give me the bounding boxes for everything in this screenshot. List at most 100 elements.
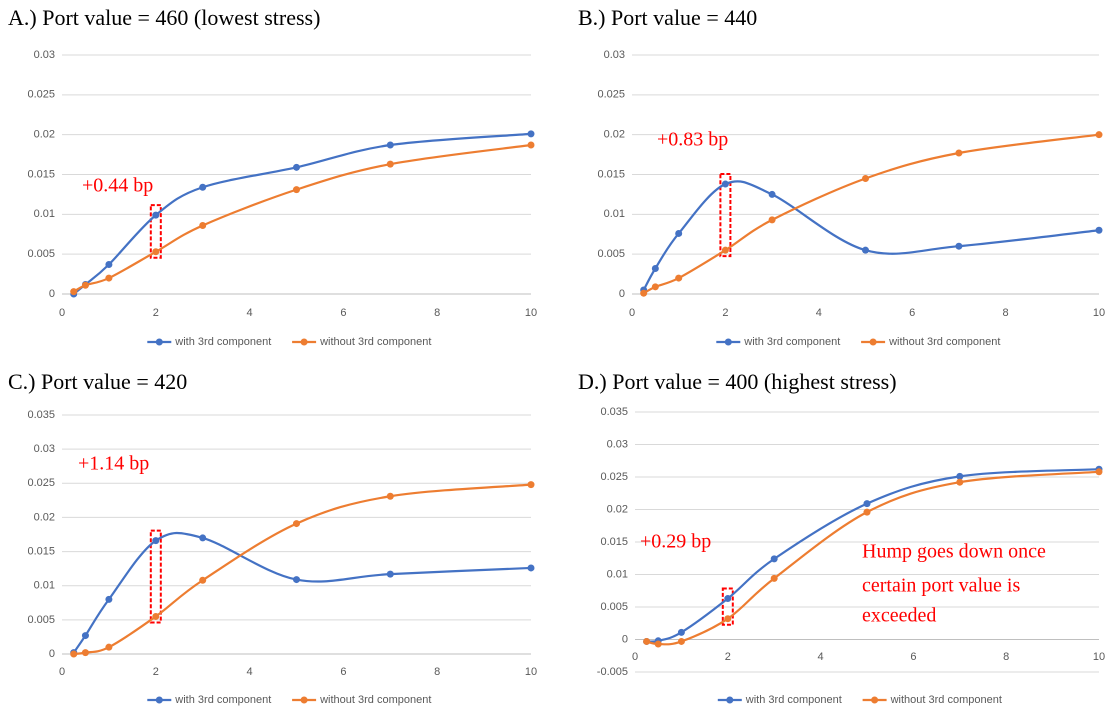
data-point (956, 479, 963, 486)
legend-marker (156, 697, 163, 704)
data-point (152, 212, 159, 219)
series-line (74, 533, 531, 653)
x-tick-label: 4 (247, 666, 253, 678)
data-point (152, 613, 159, 620)
series-line (644, 181, 1099, 290)
y-tick-label: 0.01 (34, 208, 55, 220)
data-point (864, 509, 871, 516)
data-point (199, 534, 206, 541)
annotation: exceeded (862, 605, 936, 627)
data-point (675, 275, 682, 282)
panel: A.) Port value = 460 (lowest stress)00.0… (8, 5, 537, 348)
annotation: certain port value is (862, 575, 1020, 597)
data-point (70, 288, 77, 295)
data-point (769, 216, 776, 223)
x-tick-label: 8 (1003, 651, 1009, 663)
x-tick-label: 0 (632, 651, 638, 663)
data-point (82, 649, 89, 656)
data-point (387, 161, 394, 168)
data-point (199, 577, 206, 584)
data-point (105, 596, 112, 603)
y-tick-label: 0.035 (27, 409, 55, 421)
data-point (293, 520, 300, 527)
data-point (105, 275, 112, 282)
y-tick-label: 0.035 (600, 406, 628, 418)
y-tick-label: 0.015 (600, 536, 628, 548)
annotation: Hump goes down once (862, 541, 1046, 563)
y-tick-label: 0 (49, 648, 55, 660)
x-tick-label: 8 (434, 307, 440, 319)
x-tick-label: 8 (434, 666, 440, 678)
y-tick-label: 0 (619, 288, 625, 300)
panel: C.) Port value = 42000.0050.010.0150.020… (8, 369, 537, 706)
data-point (387, 493, 394, 500)
data-point (199, 222, 206, 229)
data-point (678, 638, 685, 645)
data-point (771, 555, 778, 562)
annotation: +0.83 bp (657, 129, 728, 151)
x-tick-label: 10 (1093, 651, 1105, 663)
data-point (771, 575, 778, 582)
annotation: +0.44 bp (82, 175, 153, 197)
data-point (652, 265, 659, 272)
data-point (105, 261, 112, 268)
x-tick-label: 6 (340, 307, 346, 319)
y-tick-label: 0 (622, 633, 628, 645)
y-tick-label: 0.02 (34, 129, 55, 141)
y-tick-label: 0.025 (27, 477, 55, 489)
data-point (652, 283, 659, 290)
data-point (862, 175, 869, 182)
data-point (862, 247, 869, 254)
data-point (640, 290, 647, 297)
legend-marker (726, 697, 733, 704)
legend-label: without 3rd component (888, 336, 1000, 348)
data-point (955, 243, 962, 250)
data-point (528, 481, 535, 488)
x-tick-label: 2 (153, 307, 159, 319)
y-tick-label: 0.005 (600, 601, 628, 613)
x-tick-label: 6 (909, 307, 915, 319)
data-point (955, 149, 962, 156)
data-point (528, 564, 535, 571)
legend-marker (301, 697, 308, 704)
y-tick-label: 0.025 (600, 471, 628, 483)
y-tick-label: 0.015 (597, 168, 625, 180)
legend-marker (725, 339, 732, 346)
data-point (724, 595, 731, 602)
data-point (387, 142, 394, 149)
data-point (724, 615, 731, 622)
data-point (293, 164, 300, 171)
x-tick-label: 0 (59, 307, 65, 319)
x-tick-label: 10 (525, 666, 537, 678)
panel-title: C.) Port value = 420 (8, 369, 187, 394)
x-tick-label: 10 (1093, 307, 1105, 319)
y-tick-label: 0.025 (27, 89, 55, 101)
x-tick-label: 4 (247, 307, 253, 319)
figure: A.) Port value = 460 (lowest stress)00.0… (0, 0, 1110, 709)
series-line (74, 485, 531, 654)
annotation: +1.14 bp (78, 453, 149, 475)
y-tick-label: 0.005 (27, 248, 55, 260)
y-tick-label: 0.015 (27, 545, 55, 557)
data-point (152, 537, 159, 544)
data-point (387, 571, 394, 578)
panel: B.) Port value = 44000.0050.010.0150.020… (578, 5, 1105, 348)
data-point (82, 282, 89, 289)
y-tick-label: 0.03 (34, 49, 55, 61)
y-tick-label: 0.01 (604, 208, 625, 220)
y-tick-label: 0.03 (607, 438, 628, 450)
x-tick-label: 0 (59, 666, 65, 678)
data-point (82, 632, 89, 639)
y-tick-label: 0.01 (34, 580, 55, 592)
x-tick-label: 2 (722, 307, 728, 319)
x-tick-label: 0 (629, 307, 635, 319)
data-point (528, 142, 535, 149)
y-tick-label: 0.015 (27, 168, 55, 180)
panel-title: D.) Port value = 400 (highest stress) (578, 369, 897, 394)
y-tick-label: 0.02 (34, 511, 55, 523)
y-tick-label: 0.01 (607, 568, 628, 580)
data-point (1096, 227, 1103, 234)
legend-label: with 3rd component (174, 336, 271, 348)
data-point (1096, 131, 1103, 138)
data-point (528, 130, 535, 137)
